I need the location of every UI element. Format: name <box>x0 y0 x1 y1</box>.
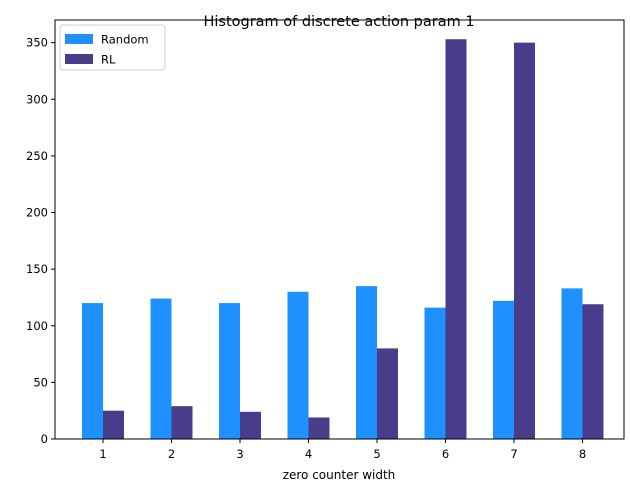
bar-rl-6 <box>445 39 467 440</box>
x-tick-label: 2 <box>168 447 175 461</box>
bar-rl-1 <box>103 410 124 439</box>
legend-label-rl: RL <box>101 53 116 67</box>
x-tick-label: 8 <box>579 447 586 461</box>
bar-random-3 <box>219 303 240 439</box>
legend-label-random: Random <box>101 33 149 47</box>
y-tick-label: 150 <box>26 262 48 276</box>
bar-rl-5 <box>377 348 398 439</box>
x-tick-label: 3 <box>236 447 243 461</box>
y-tick-label: 0 <box>41 432 48 446</box>
bar-random-4 <box>287 291 309 439</box>
chart-title: Histogram of discrete action param 1 <box>203 14 474 30</box>
bar-random-1 <box>82 303 103 439</box>
bar-random-7 <box>493 300 514 439</box>
plot-frame <box>54 19 625 440</box>
bar-random-5 <box>356 286 377 439</box>
legend: Random RL <box>59 24 166 71</box>
legend-swatch-random <box>65 34 93 44</box>
y-axis-ticks: 0 50 100 150 200 250 300 350 <box>26 36 55 446</box>
x-axis-label: zero counter width <box>283 468 396 482</box>
bar-rl-4 <box>308 417 330 439</box>
y-tick-label: 300 <box>26 92 48 106</box>
bar-random-2 <box>150 298 172 439</box>
legend-swatch-rl <box>65 54 93 64</box>
y-tick-label: 200 <box>26 206 48 220</box>
x-axis-ticks: 1 2 3 4 5 6 7 8 <box>99 439 586 461</box>
y-tick-label: 350 <box>26 36 48 50</box>
x-tick-label: 4 <box>305 447 312 461</box>
y-tick-label: 250 <box>26 149 48 163</box>
x-tick-label: 6 <box>442 447 449 461</box>
bar-rl-8 <box>582 304 604 439</box>
x-tick-label: 5 <box>373 447 380 461</box>
bar-rl-2 <box>171 406 193 439</box>
bar-rl-7 <box>514 42 535 439</box>
y-tick-label: 50 <box>33 375 48 389</box>
y-tick-label: 100 <box>26 319 48 333</box>
bar-random-8 <box>561 288 583 439</box>
bar-random-6 <box>424 307 446 439</box>
bar-rl-3 <box>240 411 261 439</box>
x-tick-label: 1 <box>99 447 106 461</box>
x-tick-label: 7 <box>510 447 517 461</box>
bars-group <box>82 39 604 440</box>
